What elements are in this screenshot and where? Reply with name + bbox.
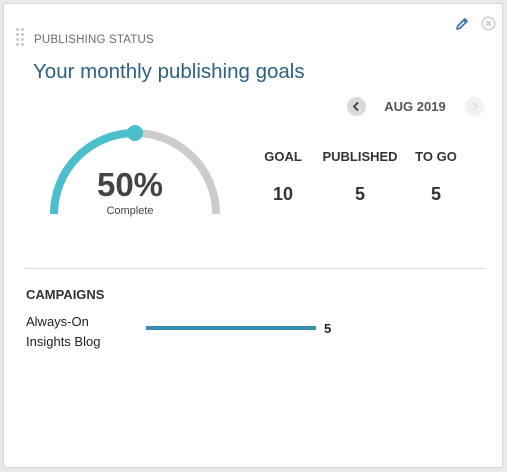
campaign-progress-track xyxy=(146,326,316,330)
widget-title: Your monthly publishing goals xyxy=(33,60,305,83)
gauge-indicator xyxy=(127,125,143,141)
published-label: PUBLISHED xyxy=(322,149,398,164)
campaign-name[interactable]: Always-On Insights Blog xyxy=(26,314,101,349)
publishing-status-widget: PUBLISHING STATUS Your monthly publishin… xyxy=(3,3,503,468)
progress-gauge xyxy=(50,125,220,215)
next-month-button[interactable] xyxy=(465,97,484,116)
to-go-label: TO GO xyxy=(415,149,457,164)
section-divider xyxy=(25,268,484,269)
chevron-right-icon xyxy=(472,101,479,112)
close-circle-icon[interactable] xyxy=(481,16,496,31)
previous-month-button[interactable] xyxy=(347,97,366,116)
campaigns-heading: CAMPAIGNS xyxy=(26,287,105,302)
completion-caption: Complete xyxy=(106,205,154,217)
goal-value: 10 xyxy=(272,184,294,204)
campaign-count: 5 xyxy=(324,321,332,336)
published-value: 5 xyxy=(354,184,365,204)
widget-label: PUBLISHING STATUS xyxy=(34,34,154,46)
completion-percent: 50% xyxy=(96,166,164,203)
current-month-label: AUG 2019 xyxy=(384,99,446,114)
drag-handle-icon[interactable] xyxy=(16,28,28,48)
to-go-value: 5 xyxy=(430,184,441,204)
goal-label: GOAL xyxy=(264,149,302,164)
campaign-progress-bar xyxy=(146,326,316,330)
gauge-fill xyxy=(50,129,136,215)
pencil-icon[interactable] xyxy=(454,16,470,32)
chevron-left-icon xyxy=(352,101,359,112)
